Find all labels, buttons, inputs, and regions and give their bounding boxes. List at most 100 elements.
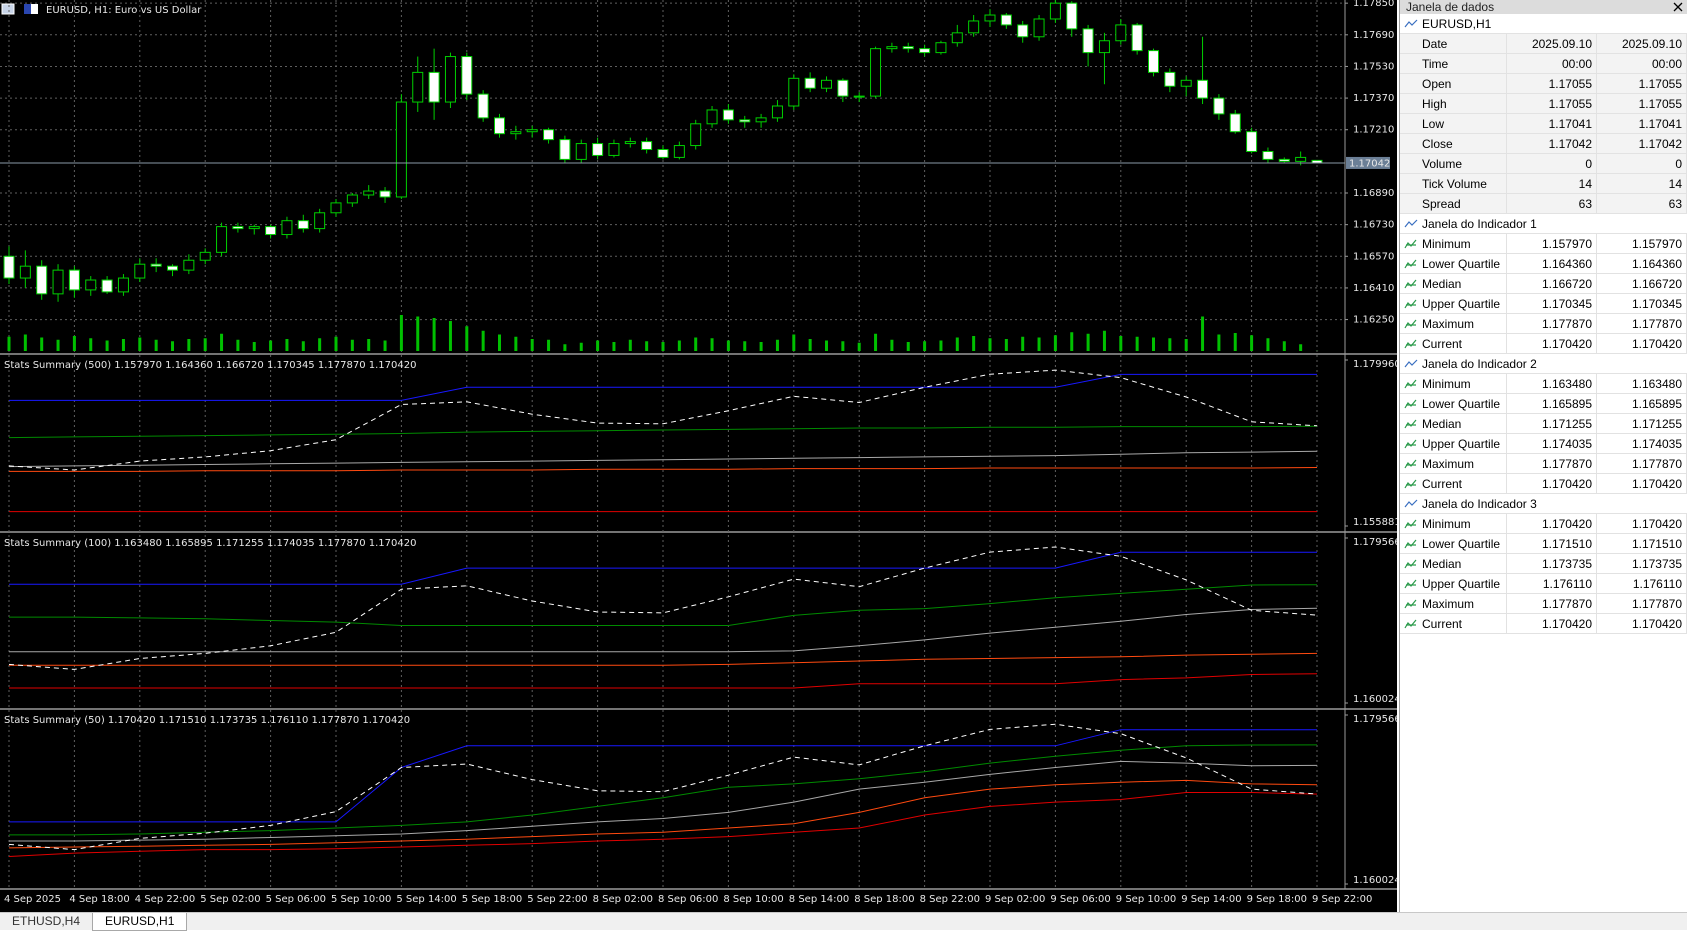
row-label: Maximum — [1400, 594, 1507, 613]
candle-body — [527, 130, 537, 132]
candle-body — [1001, 15, 1011, 25]
row-value: 1.17055 — [1597, 94, 1687, 113]
section-icon — [1404, 218, 1418, 230]
candle-body — [1149, 51, 1159, 73]
indicator-icon — [1404, 518, 1418, 530]
close-button[interactable] — [1673, 2, 1683, 12]
indicator-icon — [1404, 458, 1418, 470]
volume-bar — [662, 342, 665, 351]
indicator-icon — [1404, 578, 1418, 590]
row-value: 00:00 — [1507, 54, 1597, 73]
volume-bar — [1087, 334, 1090, 351]
candle-body — [151, 264, 161, 266]
volume-bar — [236, 340, 239, 351]
volume-bar — [220, 334, 223, 351]
volume-bar — [433, 318, 436, 351]
section-row: Janela do Indicador 3 — [1400, 494, 1687, 514]
candle-body — [920, 49, 930, 53]
chart-tab[interactable]: ETHUSD,H4 — [0, 913, 92, 930]
menu-icon[interactable] — [2, 4, 14, 14]
x-tick-label: 5 Sep 02:00 — [200, 894, 260, 905]
x-tick-label: 5 Sep 10:00 — [331, 894, 391, 905]
volume-bar — [24, 335, 27, 352]
x-tick-label: 9 Sep 10:00 — [1116, 894, 1176, 905]
y-tick-label: 1.16410 — [1353, 283, 1394, 294]
candle-body — [822, 80, 832, 88]
candle-body — [135, 264, 145, 278]
row-label: Minimum — [1400, 234, 1507, 253]
row-label: Current — [1400, 614, 1507, 633]
volume-bar — [792, 335, 795, 352]
x-tick-label: 4 Sep 22:00 — [135, 894, 195, 905]
x-tick-label: 9 Sep 22:00 — [1312, 894, 1372, 905]
volume-bar — [874, 334, 877, 351]
x-tick-label: 8 Sep 22:00 — [920, 894, 980, 905]
row-label: Lower Quartile — [1400, 254, 1507, 273]
volume-bar — [106, 341, 109, 352]
volume-bar — [1070, 332, 1073, 351]
candle-body — [347, 195, 357, 203]
candle-body — [396, 102, 406, 197]
volume-bar — [1103, 331, 1106, 351]
row-label: Minimum — [1400, 514, 1507, 533]
volume-bar — [302, 341, 305, 351]
indicator-icon — [1404, 278, 1418, 290]
candle-body — [331, 203, 341, 213]
volume-bar — [1250, 335, 1253, 351]
candle-body — [37, 266, 47, 294]
row-value: 1.176110 — [1507, 574, 1597, 593]
indicator-icon — [1404, 618, 1418, 630]
section-title: Janela do Indicador 2 — [1400, 354, 1687, 373]
row-value: 1.171255 — [1507, 414, 1597, 433]
row-value: 1.171510 — [1597, 534, 1687, 553]
section-row: Janela do Indicador 2 — [1400, 354, 1687, 374]
candle-body — [380, 191, 390, 197]
y-tick-label: 1.16890 — [1353, 188, 1394, 199]
volume-bar — [482, 331, 485, 351]
candle-body — [364, 191, 374, 195]
flag-icon-part — [24, 4, 31, 14]
x-tick-label: 9 Sep 06:00 — [1050, 894, 1110, 905]
indicator-icon — [1404, 258, 1418, 270]
indicator-line — [9, 552, 1317, 584]
volume-bar — [8, 337, 11, 351]
x-tick-label: 4 Sep 2025 — [4, 894, 61, 905]
candle-body — [282, 221, 292, 235]
candle-body — [789, 78, 799, 106]
row-value: 1.171510 — [1507, 534, 1597, 553]
row-value: 1.170420 — [1597, 474, 1687, 493]
candle-body — [593, 144, 603, 156]
chart-tab[interactable]: EURUSD,H1 — [92, 913, 187, 931]
volume-bar — [57, 340, 60, 351]
row-label: Date — [1400, 34, 1507, 53]
section-title: Janela do Indicador 1 — [1400, 214, 1687, 233]
indicator-line — [9, 451, 1317, 466]
row-label: Minimum — [1400, 374, 1507, 393]
data-window-header: Janela de dados — [1400, 0, 1687, 14]
candle-body — [674, 146, 684, 158]
candle-body — [86, 280, 96, 290]
volume-bar — [841, 341, 844, 351]
row-value: 1.165895 — [1507, 394, 1597, 413]
section-icon — [1404, 358, 1418, 370]
candle-body — [854, 96, 864, 97]
y-tick-label: 1.16730 — [1353, 220, 1394, 231]
candle-body — [887, 47, 897, 49]
candle-body — [1034, 19, 1044, 37]
volume-bar — [1217, 335, 1220, 352]
volume-bar — [1234, 333, 1237, 351]
volume-bar — [711, 338, 714, 351]
candle-body — [723, 110, 733, 120]
candle-body — [233, 227, 243, 229]
